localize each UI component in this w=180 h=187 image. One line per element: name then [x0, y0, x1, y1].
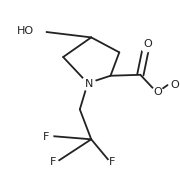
Text: O: O — [154, 87, 162, 97]
Text: O: O — [170, 80, 179, 90]
Text: F: F — [109, 157, 115, 167]
Text: O: O — [143, 39, 152, 49]
Text: N: N — [85, 79, 94, 89]
Text: HO: HO — [17, 26, 34, 36]
Text: F: F — [50, 157, 56, 167]
Text: F: F — [43, 131, 50, 142]
